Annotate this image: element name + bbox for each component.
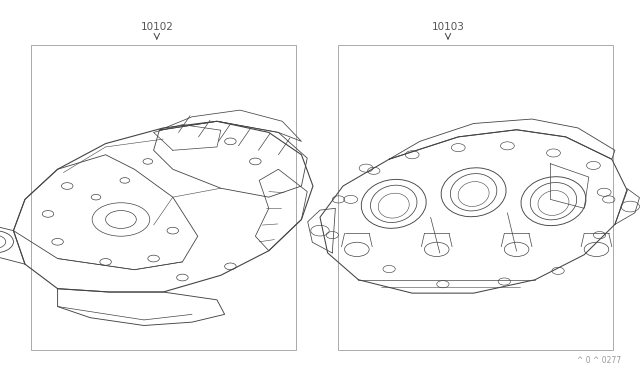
Text: 10102: 10102 xyxy=(140,22,173,32)
Text: 10103: 10103 xyxy=(431,22,465,32)
Bar xyxy=(31,45,296,350)
Text: ^ 0 ^ 0277: ^ 0 ^ 0277 xyxy=(577,356,621,365)
Bar xyxy=(338,45,613,350)
